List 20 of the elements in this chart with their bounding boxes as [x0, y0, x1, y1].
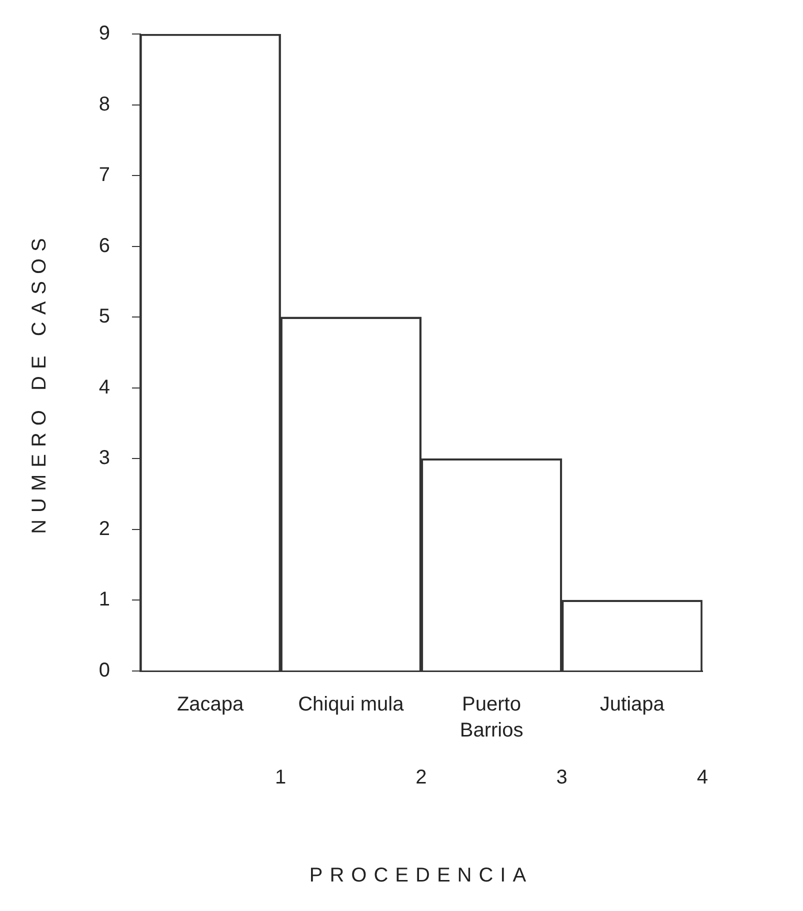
y-tick-label: 1 — [98, 588, 110, 611]
category-label: Puerto Barrios — [460, 694, 524, 742]
x-tick-label: 2 — [416, 766, 427, 789]
category-label: Chiqui mula — [298, 694, 404, 716]
y-tick-label: 0 — [98, 660, 110, 682]
x-axis-title: PROCEDENCIA — [309, 864, 534, 887]
x-tick-label: 4 — [696, 766, 708, 789]
category-label: Jutiapa — [600, 694, 664, 716]
y-tick-label: 2 — [98, 518, 110, 540]
category-label: Zacapa — [176, 694, 244, 716]
y-tick-label: 9 — [98, 22, 110, 45]
y-tick-label: 6 — [98, 234, 110, 257]
y-tick-label: 4 — [98, 376, 110, 398]
y-tick-label: 5 — [98, 306, 110, 328]
y-tick-label: 7 — [98, 164, 110, 186]
y-axis-title: NUMERO DE CASOS — [28, 231, 51, 534]
y-tick-label: 3 — [98, 447, 110, 470]
y-tick-label: 8 — [98, 93, 110, 116]
x-tick-label: 3 — [556, 766, 568, 789]
x-tick-label: 1 — [275, 766, 286, 789]
